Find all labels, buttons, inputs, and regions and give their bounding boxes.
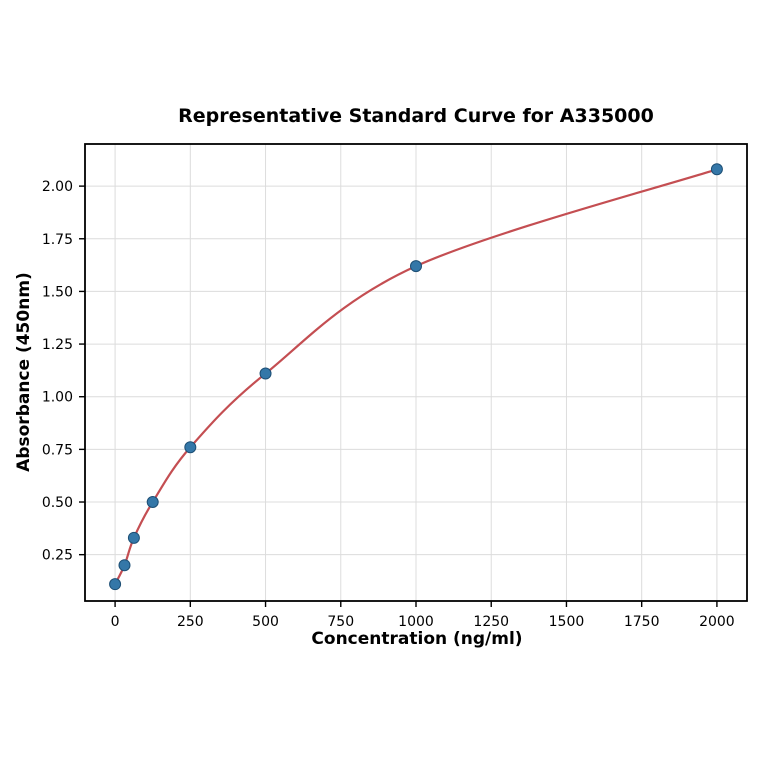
x-tick-label: 250 <box>177 614 204 630</box>
x-tick-label: 1500 <box>549 614 585 630</box>
chart-title: Representative Standard Curve for A33500… <box>178 105 654 127</box>
y-tick-label: 1.00 <box>42 390 73 406</box>
y-axis-label: Absorbance (450nm) <box>14 272 34 472</box>
data-point <box>118 559 131 572</box>
data-point <box>146 496 159 509</box>
fitted-curve <box>113 168 719 586</box>
y-tick-label: 0.75 <box>42 442 73 458</box>
x-axis-label: Concentration (ng/ml) <box>311 629 523 649</box>
x-tick-label: 1250 <box>473 614 509 630</box>
x-tick-label: 2000 <box>699 614 735 630</box>
data-point <box>127 531 140 544</box>
data-point <box>184 441 197 454</box>
y-tick-label: 2.00 <box>42 179 73 195</box>
x-tick-label: 500 <box>252 614 279 630</box>
y-tick-label: 0.50 <box>42 495 73 511</box>
x-tick-label: 0 <box>111 614 120 630</box>
y-tick-label: 1.75 <box>42 232 73 248</box>
data-point <box>259 367 272 380</box>
x-tick-label: 1750 <box>624 614 660 630</box>
x-tick-label: 750 <box>327 614 354 630</box>
y-tick-label: 1.25 <box>42 337 73 353</box>
data-point <box>710 163 723 176</box>
y-tick-label: 1.50 <box>42 284 73 300</box>
data-point <box>410 260 422 273</box>
data-point <box>109 578 122 591</box>
x-tick-label: 1000 <box>398 614 434 630</box>
y-tick-label: 0.25 <box>42 548 73 564</box>
